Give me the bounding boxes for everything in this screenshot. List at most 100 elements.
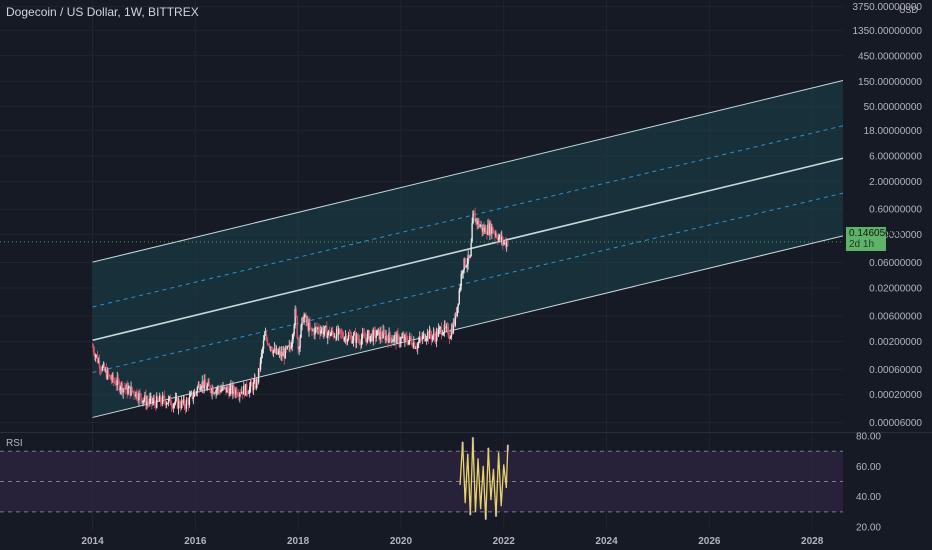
candle-body [285,347,287,349]
candle-body [174,398,177,404]
candle-body [123,388,125,389]
price-tick-label: 50.00000000 [864,102,923,113]
candle-body [398,335,400,344]
candle-body [234,391,236,395]
candle-body [389,332,391,338]
candle-body [476,218,478,225]
candle-body [288,345,290,347]
candle-body [446,326,449,328]
candle-body [487,224,489,235]
candle-body [402,336,404,338]
candle-body [320,330,322,334]
candle-body [475,218,477,222]
candle-body [273,348,276,351]
candle-body [374,330,376,338]
rsi-point [492,468,495,470]
rsi-point [469,514,471,516]
candle-body [208,382,210,386]
candle-body [411,339,413,345]
candle-body [451,329,454,334]
candle-body [243,385,245,395]
candle-body [162,395,165,397]
candle-body [256,379,259,383]
candle-body [327,333,329,339]
candle-body [116,377,118,386]
candle-body [145,395,147,406]
candle-body [97,360,100,363]
price-axis-background [843,0,932,432]
candle-body [152,402,154,404]
candle-body [211,387,213,394]
candle-body [104,369,107,371]
rsi-point [503,464,505,466]
candle-body [140,393,142,399]
candle-body [329,330,331,337]
candle-body [388,332,390,343]
price-tick-label: 0.02000000 [869,284,922,295]
rsi-axis[interactable]: 80.00 60.00 40.00 20.00 [843,432,932,534]
candle-body [251,384,254,391]
candle-body [264,333,267,336]
candle-body [289,345,291,349]
candle-body [444,324,447,329]
candle-body [281,351,284,357]
candle-body [433,333,436,338]
candle-body [488,224,490,235]
candle-body [366,333,369,343]
candle-body [414,342,416,349]
candle-body [461,272,463,275]
candle-body [378,329,380,340]
candle-body [249,381,252,387]
candle-body [316,327,318,330]
candle-body [227,387,229,391]
candle-body [199,387,201,391]
candle-body [453,322,456,326]
rsi-point [462,441,464,443]
candle-body [188,396,191,405]
time-axis[interactable]: 2014 2016 2018 2020 2022 2024 2026 2028 [81,536,823,547]
candle-body [284,347,286,359]
candle-body [381,336,383,339]
candle-body [443,324,446,333]
candle-body [206,385,208,390]
candle-body [360,338,363,345]
candle-body [221,389,223,391]
candle-body [291,339,293,348]
time-tick-label: 2028 [801,536,824,547]
candle-body [317,327,319,330]
candle-body [155,403,157,408]
rsi-point [495,515,497,517]
channel-line-upper-mid [92,125,844,308]
candle-body [248,393,250,394]
candle-body [410,336,412,340]
candle-body [222,386,224,390]
candle-body [462,269,464,273]
time-tick-label: 2026 [698,536,721,547]
candle-body [175,398,178,399]
candle-body [277,352,280,355]
candle-body [467,254,469,264]
candle-body [502,236,504,244]
candle-body [98,360,101,369]
candle-body [341,332,344,338]
candle-body [413,342,415,348]
candle-body [419,337,421,342]
candle-body [119,388,121,391]
candle-body [126,384,128,394]
candle-body [228,390,230,396]
candle-body [182,399,185,404]
candle-body [400,337,402,343]
candle-body [202,381,204,389]
candle-body [412,344,414,348]
candle-body [505,241,507,247]
channel-line-center [92,157,844,342]
candle-body [384,333,386,341]
candle-body [190,392,193,395]
candle-body [272,350,275,354]
candle-body [337,328,340,335]
candle-body [144,395,146,400]
rsi-point [467,453,469,455]
candle-body [236,389,238,396]
